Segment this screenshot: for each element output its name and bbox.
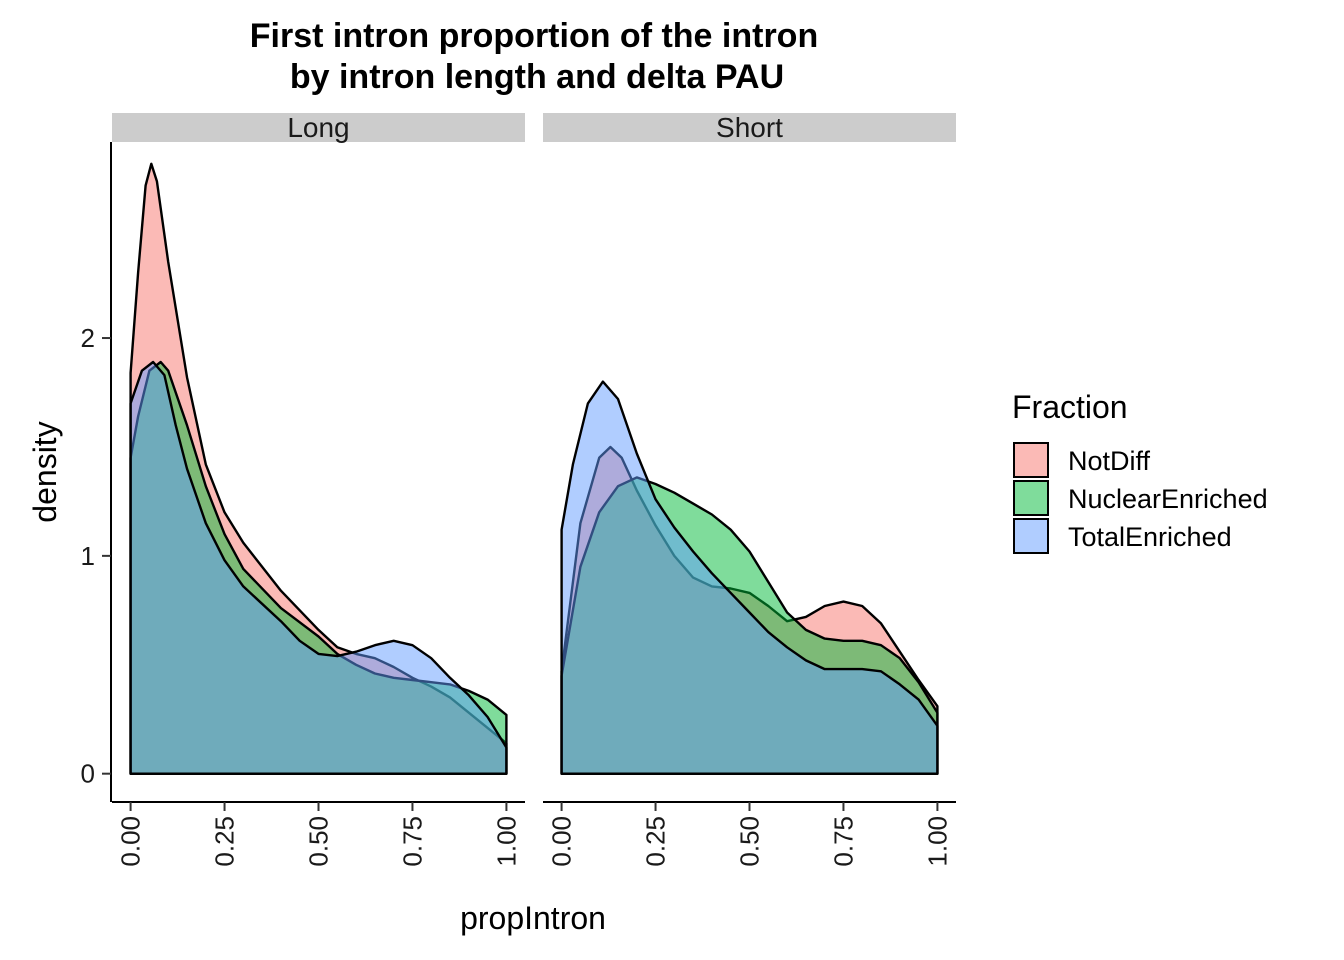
legend-swatch-nuclearenriched <box>1013 480 1049 516</box>
legend-title: Fraction <box>1012 389 1128 425</box>
x-tick-label: 0.00 <box>116 816 146 867</box>
y-tick-label: 1 <box>81 541 95 571</box>
x-tick-label: 0.50 <box>735 816 765 867</box>
density-area-short-totalenriched <box>560 380 939 775</box>
y-tick-label: 2 <box>81 323 95 353</box>
legend-label: NuclearEnriched <box>1068 484 1268 514</box>
x-axis-title: propIntron <box>460 900 606 936</box>
legend-swatch-totalenriched <box>1013 518 1049 554</box>
chart-title-line-1: First intron proportion of the intron <box>250 17 818 55</box>
x-tick-label: 0.50 <box>304 816 334 867</box>
x-tick-label: 0.75 <box>398 816 428 867</box>
density-area-long-totalenriched <box>129 360 508 775</box>
panel-long: Long 0.00 0.25 0.50 0.75 1.00 <box>112 112 525 867</box>
y-ticks: 0 1 2 <box>81 323 111 789</box>
facet-label-long: Long <box>287 112 349 143</box>
legend-items: NotDiff NuclearEnriched TotalEnriched <box>1013 442 1268 554</box>
x-tick-label: 0.75 <box>829 816 859 867</box>
x-tick-label: 0.25 <box>641 816 671 867</box>
legend: Fraction NotDiff NuclearEnriched TotalEnri… <box>1012 389 1268 554</box>
legend-item: NotDiff <box>1013 442 1151 478</box>
legend-label: TotalEnriched <box>1068 522 1232 552</box>
x-tick-label: 1.00 <box>922 816 952 867</box>
legend-label: NotDiff <box>1068 446 1151 476</box>
legend-item: NuclearEnriched <box>1013 480 1268 516</box>
facet-strip-long <box>112 113 525 142</box>
y-axis-title: density <box>27 421 63 522</box>
facet-label-short: Short <box>716 112 783 143</box>
legend-swatch-notdiff <box>1013 442 1049 478</box>
y-axis: 0 1 2 <box>81 142 112 802</box>
facet-panels: Long 0.00 0.25 0.50 0.75 1.00 Short 0.00 0.25 0.5… <box>112 112 956 867</box>
panel-short: Short 0.00 0.25 0.50 0.75 1.00 <box>543 112 956 867</box>
legend-item: TotalEnriched <box>1013 518 1232 554</box>
x-tick-label: 0.25 <box>210 816 240 867</box>
chart-title-line-2: by intron length and delta PAU <box>290 58 784 96</box>
x-tick-label: 1.00 <box>491 816 521 867</box>
facet-strip-short <box>543 113 956 142</box>
y-tick-label: 0 <box>81 759 95 789</box>
x-tick-label: 0.00 <box>547 816 577 867</box>
